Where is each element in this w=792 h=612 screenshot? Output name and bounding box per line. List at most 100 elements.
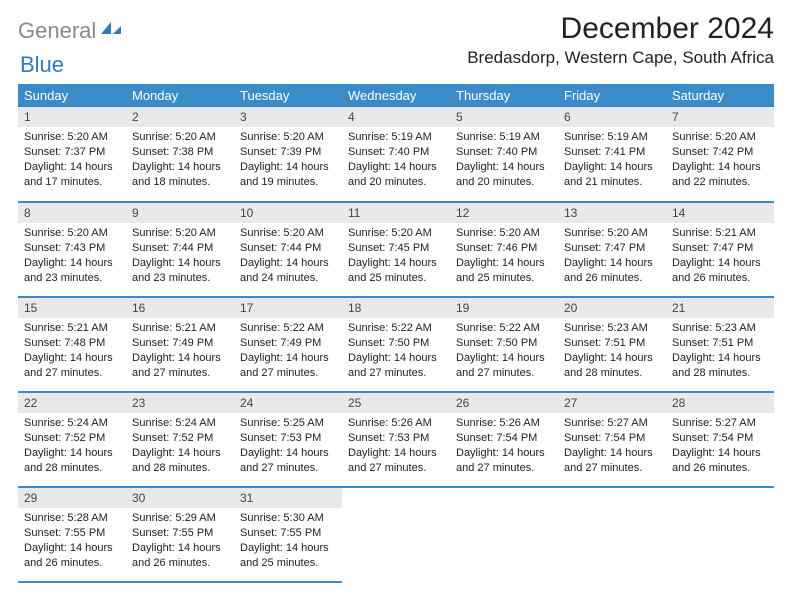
calendar-week-row: 15Sunrise: 5:21 AMSunset: 7:48 PMDayligh… [18, 297, 774, 392]
day-number: 9 [126, 203, 234, 223]
daylight-line: Daylight: 14 hours and 17 minutes. [24, 160, 120, 190]
calendar-day-cell: 6Sunrise: 5:19 AMSunset: 7:41 PMDaylight… [558, 107, 666, 202]
calendar-day-cell [666, 487, 774, 582]
weekday-header: Monday [126, 84, 234, 107]
daylight-line: Daylight: 14 hours and 26 minutes. [672, 446, 768, 476]
day-details: Sunrise: 5:23 AMSunset: 7:51 PMDaylight:… [558, 318, 666, 386]
calendar-day-cell: 9Sunrise: 5:20 AMSunset: 7:44 PMDaylight… [126, 202, 234, 297]
calendar-day-cell: 10Sunrise: 5:20 AMSunset: 7:44 PMDayligh… [234, 202, 342, 297]
day-number: 26 [450, 393, 558, 413]
day-number: 5 [450, 107, 558, 127]
calendar-day-cell [342, 487, 450, 582]
daylight-line: Daylight: 14 hours and 28 minutes. [24, 446, 120, 476]
daylight-line: Daylight: 14 hours and 27 minutes. [456, 446, 552, 476]
calendar-week-row: 8Sunrise: 5:20 AMSunset: 7:43 PMDaylight… [18, 202, 774, 297]
daylight-line: Daylight: 14 hours and 27 minutes. [240, 446, 336, 476]
daylight-line: Daylight: 14 hours and 23 minutes. [132, 256, 228, 286]
month-title: December 2024 [467, 12, 774, 46]
sunrise-line: Sunrise: 5:22 AM [240, 321, 336, 336]
calendar-day-cell: 16Sunrise: 5:21 AMSunset: 7:49 PMDayligh… [126, 297, 234, 392]
day-details: Sunrise: 5:24 AMSunset: 7:52 PMDaylight:… [18, 413, 126, 481]
calendar-day-cell: 15Sunrise: 5:21 AMSunset: 7:48 PMDayligh… [18, 297, 126, 392]
sunset-line: Sunset: 7:49 PM [240, 336, 336, 351]
sunrise-line: Sunrise: 5:20 AM [240, 226, 336, 241]
day-number: 20 [558, 298, 666, 318]
sunset-line: Sunset: 7:54 PM [456, 431, 552, 446]
calendar-day-cell: 24Sunrise: 5:25 AMSunset: 7:53 PMDayligh… [234, 392, 342, 487]
sunrise-line: Sunrise: 5:24 AM [132, 416, 228, 431]
day-details: Sunrise: 5:22 AMSunset: 7:49 PMDaylight:… [234, 318, 342, 386]
calendar-week-row: 1Sunrise: 5:20 AMSunset: 7:37 PMDaylight… [18, 107, 774, 202]
sunrise-line: Sunrise: 5:20 AM [24, 130, 120, 145]
daylight-line: Daylight: 14 hours and 22 minutes. [672, 160, 768, 190]
calendar-day-cell: 4Sunrise: 5:19 AMSunset: 7:40 PMDaylight… [342, 107, 450, 202]
sunrise-line: Sunrise: 5:20 AM [132, 130, 228, 145]
sunrise-line: Sunrise: 5:19 AM [456, 130, 552, 145]
day-details: Sunrise: 5:20 AMSunset: 7:38 PMDaylight:… [126, 127, 234, 195]
day-details: Sunrise: 5:29 AMSunset: 7:55 PMDaylight:… [126, 508, 234, 576]
sunset-line: Sunset: 7:39 PM [240, 145, 336, 160]
calendar-day-cell: 13Sunrise: 5:20 AMSunset: 7:47 PMDayligh… [558, 202, 666, 297]
day-details: Sunrise: 5:21 AMSunset: 7:49 PMDaylight:… [126, 318, 234, 386]
sunrise-line: Sunrise: 5:30 AM [240, 511, 336, 526]
calendar-day-cell: 7Sunrise: 5:20 AMSunset: 7:42 PMDaylight… [666, 107, 774, 202]
day-details: Sunrise: 5:21 AMSunset: 7:48 PMDaylight:… [18, 318, 126, 386]
day-details: Sunrise: 5:22 AMSunset: 7:50 PMDaylight:… [342, 318, 450, 386]
sunset-line: Sunset: 7:55 PM [132, 526, 228, 541]
day-number: 23 [126, 393, 234, 413]
sunset-line: Sunset: 7:53 PM [240, 431, 336, 446]
calendar-day-cell: 23Sunrise: 5:24 AMSunset: 7:52 PMDayligh… [126, 392, 234, 487]
day-number: 14 [666, 203, 774, 223]
sunrise-line: Sunrise: 5:20 AM [24, 226, 120, 241]
calendar-day-cell: 17Sunrise: 5:22 AMSunset: 7:49 PMDayligh… [234, 297, 342, 392]
day-number: 30 [126, 488, 234, 508]
sunset-line: Sunset: 7:49 PM [132, 336, 228, 351]
daylight-line: Daylight: 14 hours and 28 minutes. [564, 351, 660, 381]
calendar-day-cell: 21Sunrise: 5:23 AMSunset: 7:51 PMDayligh… [666, 297, 774, 392]
day-number: 17 [234, 298, 342, 318]
calendar-day-cell: 2Sunrise: 5:20 AMSunset: 7:38 PMDaylight… [126, 107, 234, 202]
weekday-header: Thursday [450, 84, 558, 107]
daylight-line: Daylight: 14 hours and 27 minutes. [348, 446, 444, 476]
day-number: 29 [18, 488, 126, 508]
day-number: 25 [342, 393, 450, 413]
day-details: Sunrise: 5:21 AMSunset: 7:47 PMDaylight:… [666, 223, 774, 291]
day-number: 4 [342, 107, 450, 127]
daylight-line: Daylight: 14 hours and 20 minutes. [456, 160, 552, 190]
sunrise-line: Sunrise: 5:26 AM [456, 416, 552, 431]
day-number: 28 [666, 393, 774, 413]
day-details: Sunrise: 5:20 AMSunset: 7:46 PMDaylight:… [450, 223, 558, 291]
weekday-header: Friday [558, 84, 666, 107]
calendar-day-cell: 25Sunrise: 5:26 AMSunset: 7:53 PMDayligh… [342, 392, 450, 487]
sunset-line: Sunset: 7:51 PM [564, 336, 660, 351]
calendar-day-cell: 11Sunrise: 5:20 AMSunset: 7:45 PMDayligh… [342, 202, 450, 297]
daylight-line: Daylight: 14 hours and 28 minutes. [672, 351, 768, 381]
day-number: 12 [450, 203, 558, 223]
logo-sail-icon [100, 20, 122, 43]
calendar-day-cell: 27Sunrise: 5:27 AMSunset: 7:54 PMDayligh… [558, 392, 666, 487]
daylight-line: Daylight: 14 hours and 24 minutes. [240, 256, 336, 286]
day-number: 19 [450, 298, 558, 318]
day-number: 6 [558, 107, 666, 127]
sunset-line: Sunset: 7:53 PM [348, 431, 444, 446]
sunset-line: Sunset: 7:44 PM [240, 241, 336, 256]
sunset-line: Sunset: 7:47 PM [672, 241, 768, 256]
day-details: Sunrise: 5:20 AMSunset: 7:44 PMDaylight:… [234, 223, 342, 291]
day-details: Sunrise: 5:19 AMSunset: 7:41 PMDaylight:… [558, 127, 666, 195]
sunset-line: Sunset: 7:55 PM [24, 526, 120, 541]
calendar-day-cell: 12Sunrise: 5:20 AMSunset: 7:46 PMDayligh… [450, 202, 558, 297]
sunrise-line: Sunrise: 5:23 AM [672, 321, 768, 336]
daylight-line: Daylight: 14 hours and 20 minutes. [348, 160, 444, 190]
calendar-day-cell [450, 487, 558, 582]
weekday-header: Sunday [18, 84, 126, 107]
sunset-line: Sunset: 7:40 PM [456, 145, 552, 160]
sunset-line: Sunset: 7:47 PM [564, 241, 660, 256]
day-details: Sunrise: 5:26 AMSunset: 7:54 PMDaylight:… [450, 413, 558, 481]
daylight-line: Daylight: 14 hours and 18 minutes. [132, 160, 228, 190]
day-details: Sunrise: 5:20 AMSunset: 7:44 PMDaylight:… [126, 223, 234, 291]
day-number: 1 [18, 107, 126, 127]
sunrise-line: Sunrise: 5:22 AM [456, 321, 552, 336]
sunset-line: Sunset: 7:43 PM [24, 241, 120, 256]
day-number: 22 [18, 393, 126, 413]
sunset-line: Sunset: 7:55 PM [240, 526, 336, 541]
